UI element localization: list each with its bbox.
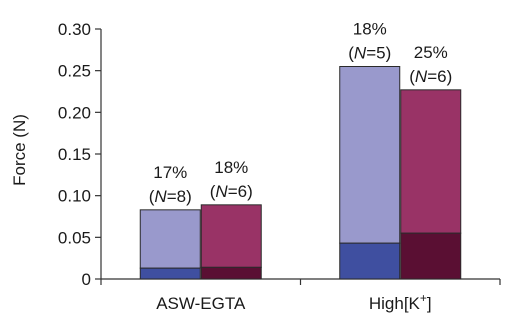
y-tick-label: 0.15 xyxy=(58,145,91,164)
y-tick-label: 0 xyxy=(82,270,91,289)
y-axis-title: Force (N) xyxy=(10,114,29,186)
bar-segment-upper xyxy=(139,209,201,269)
percent-label: 18% xyxy=(353,20,387,39)
bar-segment-upper xyxy=(200,204,262,268)
bar-segment-upper xyxy=(339,66,401,244)
x-category-label: ASW-EGTA xyxy=(156,294,246,313)
bars xyxy=(139,66,462,280)
n-label: (N=5) xyxy=(348,44,391,63)
bar-segment-upper xyxy=(400,89,462,234)
y-tick-label: 0.10 xyxy=(58,187,91,206)
n-label: (N=6) xyxy=(409,67,452,86)
annotations: 17% (N=8) 18% (N=6) 18% (N=5) 25% (N=6) xyxy=(149,20,453,206)
y-tick-label: 0.20 xyxy=(58,103,91,122)
bar-segment-base xyxy=(339,242,401,280)
bar-segment-base xyxy=(400,232,462,280)
axes: 0 0.05 0.10 0.15 0.20 0.25 0.30 ASW-EGTA High[K+… xyxy=(58,20,501,313)
n-label: (N=8) xyxy=(149,187,192,206)
y-tick-label: 0.30 xyxy=(58,20,91,39)
x-category-label: High[K+] xyxy=(369,291,432,313)
bar-segment-base xyxy=(139,267,201,280)
percent-label: 18% xyxy=(214,158,248,177)
percent-label: 17% xyxy=(153,163,187,182)
y-tick-label: 0.05 xyxy=(58,228,91,247)
percent-label: 25% xyxy=(414,43,448,62)
n-label: (N=6) xyxy=(210,182,253,201)
bar-segment-base xyxy=(200,266,262,280)
y-tick-label: 0.25 xyxy=(58,62,91,81)
